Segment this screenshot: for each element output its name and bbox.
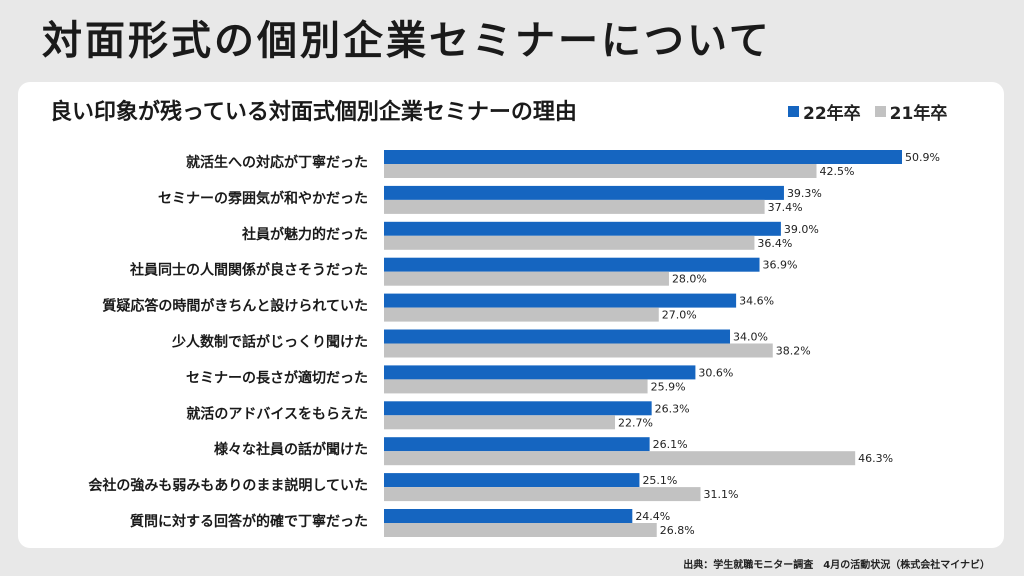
bar-22 — [384, 329, 731, 344]
data-label-21: 22.7% — [618, 416, 653, 429]
legend-label-22: 22年卒 — [803, 104, 861, 124]
bar-21 — [384, 451, 856, 466]
bar-22 — [384, 401, 652, 416]
source-note: 出典：学生就職モニター調査 4月の活動状況（株式会社マイナビ） — [683, 560, 990, 571]
category-label: 少人数制で話がじっくり聞けた — [171, 334, 368, 351]
data-label-22: 34.0% — [733, 331, 768, 344]
category-label: 社員が魅力的だった — [241, 226, 368, 243]
legend-label-21: 21年卒 — [889, 104, 948, 124]
bar-21 — [384, 235, 755, 250]
page-title: 対面形式の個別企業セミナーについて — [42, 18, 772, 64]
bar-21 — [384, 199, 765, 214]
category-label: 就活のアドバイスをもらえた — [186, 405, 368, 422]
bar-21 — [384, 415, 616, 430]
bar-22 — [384, 293, 737, 308]
data-label-22: 39.3% — [787, 187, 822, 200]
category-label: 様々な社員の話が聞けた — [214, 441, 368, 458]
bar-21 — [384, 523, 657, 537]
bar-22 — [384, 185, 784, 200]
category-label: セミナーの雰囲気が和やかだった — [158, 190, 368, 207]
legend-swatch-21 — [874, 106, 886, 117]
bar-22 — [384, 473, 640, 488]
data-label-21: 31.1% — [703, 488, 738, 501]
category-label: 質疑応答の時間がきちんと設けられていた — [102, 298, 368, 315]
data-label-22: 50.9% — [905, 151, 940, 164]
data-label-21: 26.8% — [660, 524, 695, 537]
data-label-21: 38.2% — [776, 345, 811, 358]
data-label-21: 46.3% — [858, 452, 893, 465]
data-label-21: 36.4% — [757, 237, 792, 250]
bar-22 — [384, 365, 696, 380]
data-label-22: 25.1% — [642, 474, 677, 487]
data-label-22: 26.1% — [653, 438, 688, 451]
legend-swatch-22 — [788, 106, 799, 117]
bar-21 — [384, 307, 659, 322]
data-label-22: 24.4% — [635, 510, 670, 523]
data-label-21: 37.4% — [768, 201, 803, 214]
bar-22 — [384, 221, 781, 236]
data-label-21: 28.0% — [672, 273, 707, 286]
bar-21 — [384, 487, 701, 502]
bar-22 — [384, 509, 633, 523]
legend: 22年卒 21年卒 — [788, 99, 961, 124]
bar-21 — [384, 271, 669, 286]
bar-22 — [384, 437, 650, 452]
bar-21 — [384, 343, 773, 358]
category-label: セミナーの長さが適切だった — [186, 369, 368, 386]
bar-22 — [384, 257, 760, 272]
legend-item-21: 21年卒 — [874, 99, 948, 124]
data-label-22: 36.9% — [763, 259, 798, 272]
data-label-22: 30.6% — [698, 366, 733, 379]
data-label-21: 42.5% — [820, 165, 855, 178]
category-label: 会社の強みも弱みもありのまま説明していた — [88, 477, 368, 494]
bar-21 — [384, 164, 817, 178]
legend-item-22: 22年卒 — [788, 99, 861, 124]
chart-title: 良い印象が残っている対面式個別企業セミナーの理由 — [50, 100, 577, 125]
data-label-22: 34.6% — [739, 295, 774, 308]
category-label: 質問に対する回答が的確で丁寧だった — [130, 513, 368, 530]
category-label: 社員同士の人間関係が良さそうだった — [129, 262, 368, 279]
data-label-21: 25.9% — [651, 380, 686, 393]
data-label-22: 39.0% — [784, 223, 819, 236]
bar-21 — [384, 379, 648, 394]
category-label: 就活生への対応が丁寧だった — [186, 154, 368, 171]
bar-22 — [384, 150, 902, 164]
data-label-21: 27.0% — [662, 309, 697, 322]
data-label-22: 26.3% — [655, 402, 690, 415]
